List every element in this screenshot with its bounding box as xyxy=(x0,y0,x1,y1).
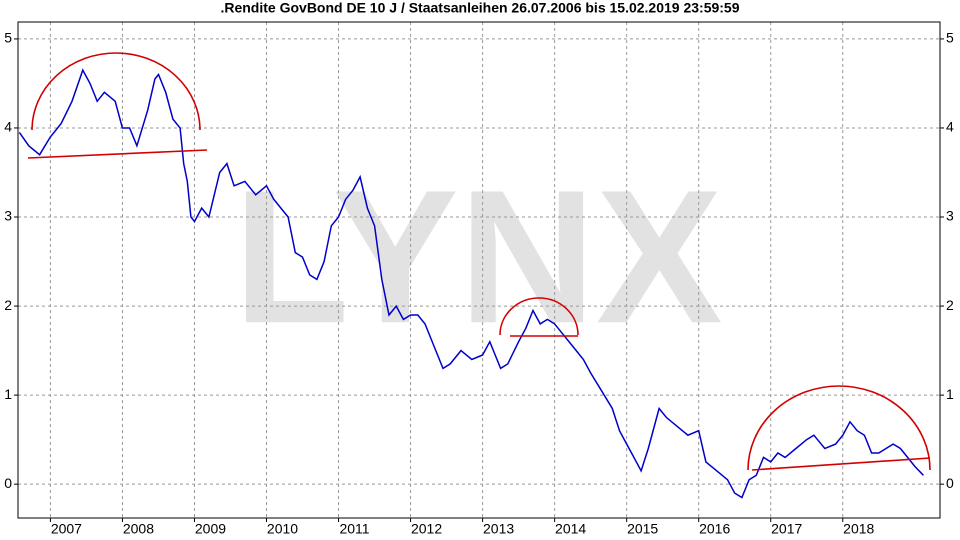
watermark: LYNX xyxy=(233,151,722,363)
series-line xyxy=(18,68,924,499)
x-tick-label: 2008 xyxy=(123,521,154,537)
chart-title: .Rendite GovBond DE 10 J / Staatsanleihe… xyxy=(220,0,739,16)
x-tick-label: 2012 xyxy=(411,521,442,537)
line-annotation xyxy=(27,149,208,159)
y-tick-label: 5 xyxy=(4,30,12,46)
arc-annotation xyxy=(499,297,579,336)
y2-tick-label: 4 xyxy=(946,119,954,135)
x-tick-label: 2014 xyxy=(555,521,586,537)
y2-tick-label: 5 xyxy=(946,30,954,46)
y2-tick-label: 2 xyxy=(946,297,954,313)
y2-tick-label: 0 xyxy=(946,475,954,491)
x-tick-label: 2010 xyxy=(267,521,298,537)
x-tick-label: 2016 xyxy=(699,521,730,537)
y-tick-label: 2 xyxy=(4,297,12,313)
x-tick-label: 2009 xyxy=(195,521,226,537)
y-tick-label: 4 xyxy=(4,119,12,135)
y-tick-label: 1 xyxy=(4,386,12,402)
x-tick-label: 2011 xyxy=(339,521,369,537)
line-annotation xyxy=(751,457,931,471)
y-tick-label: 0 xyxy=(4,475,12,491)
plot-area: 0 1 2 3 4 5 0 1 2 3 4 5 2007 2008 2009 2010 2011 2012 2013… xyxy=(4,22,954,537)
y-tick-label: 3 xyxy=(4,208,12,224)
x-tick-label: 2018 xyxy=(843,521,874,537)
y2-tick-label: 3 xyxy=(946,208,954,224)
plot-frame xyxy=(17,21,941,519)
y2-tick-label: 1 xyxy=(946,386,954,402)
x-tick-label: 2017 xyxy=(771,521,802,537)
x-tick-label: 2013 xyxy=(483,521,514,537)
x-tick-label: 2015 xyxy=(627,521,658,537)
arc-annotation xyxy=(31,52,201,131)
arc-annotation xyxy=(747,385,931,471)
x-tick-label: 2007 xyxy=(51,521,82,537)
annotations xyxy=(27,52,931,471)
